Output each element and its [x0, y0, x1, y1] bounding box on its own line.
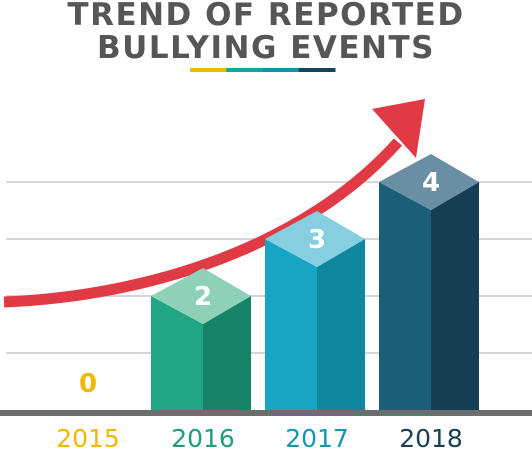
title-underline-segment — [298, 68, 336, 72]
bar-2018-front — [379, 182, 431, 410]
value-label-2018: 4 — [422, 168, 440, 198]
title-underline-segment — [190, 68, 227, 72]
x-axis-baseline — [0, 410, 532, 416]
value-label-2016: 2 — [194, 282, 212, 312]
title-underline-segment — [262, 68, 300, 72]
chart-title-line-2: BULLYING EVENTS — [97, 30, 435, 66]
trend-arrow-shaft — [3, 138, 403, 308]
trend-arrow-head — [372, 99, 425, 158]
bar-2017 — [265, 211, 365, 267]
bar-2016-front — [151, 296, 203, 410]
bar-2018 — [379, 154, 479, 210]
x-tick-label-2016: 2016 — [171, 424, 235, 452]
bar-2017-side — [317, 239, 365, 410]
x-tick-label-2017: 2017 — [285, 424, 349, 452]
bar-2016 — [151, 268, 251, 324]
bar-2016-side — [203, 296, 251, 410]
bar-2018-side — [431, 182, 479, 410]
x-tick-label-2015: 2015 — [56, 424, 120, 452]
title-underline-segment — [226, 68, 263, 72]
bar-2017-front — [265, 239, 317, 410]
value-label-2015: 0 — [79, 369, 97, 399]
chart-title-line-1: TREND OF REPORTED — [67, 0, 465, 33]
x-tick-label-2018: 2018 — [399, 424, 463, 452]
value-label-2017: 3 — [308, 225, 326, 255]
